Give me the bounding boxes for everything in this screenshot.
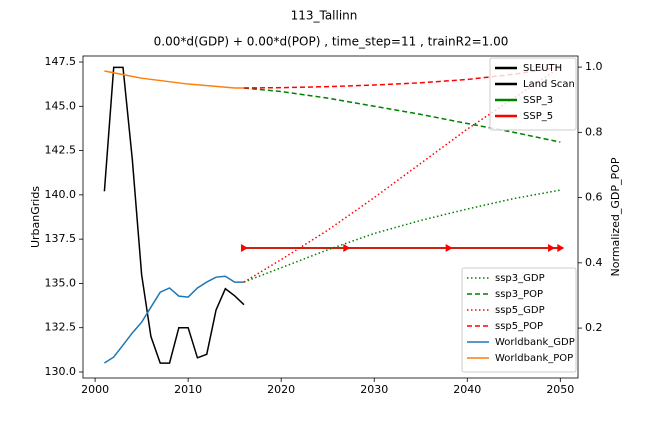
series-marker (557, 243, 565, 252)
legend-box (489, 57, 577, 131)
series-line (243, 66, 561, 89)
series-marker (548, 243, 556, 252)
series-marker (343, 243, 351, 252)
legend-label: ssp3_GDP (495, 273, 545, 284)
y-tick-label: 145.0 (45, 99, 77, 112)
y2-tick-label: 0.8 (585, 125, 603, 138)
legend-box (461, 267, 577, 373)
y-tick-label: 130.0 (45, 365, 77, 378)
y2-tick-label: 1.0 (585, 60, 603, 73)
y-tick-label: 135.0 (45, 276, 77, 289)
y2-axis-label: Normalized_GDP_POP (609, 157, 622, 276)
legend-label: ssp3_POP (495, 289, 543, 300)
x-tick-label: 2020 (267, 383, 295, 396)
series-line (104, 70, 244, 89)
x-tick-label: 2030 (360, 383, 388, 396)
y-axis-label: UrbanGrids (29, 186, 42, 248)
x-tick-label: 2050 (546, 383, 574, 396)
chart-subtitle: 0.00*d(GDP) + 0.00*d(POP) , time_step=11… (154, 35, 509, 49)
chart-title: 113_Tallinn (291, 9, 358, 23)
legend-label: Worldbank_POP (495, 353, 573, 364)
legend-label: ssp5_POP (495, 321, 543, 332)
y2-tick-label: 0.2 (585, 321, 603, 334)
y-tick-label: 142.5 (45, 144, 77, 157)
y-tick-label: 140.0 (45, 188, 77, 201)
y2-tick-label: 0.4 (585, 256, 603, 269)
legend-label: SLEUTH (523, 63, 562, 74)
series-marker (445, 243, 453, 252)
x-tick-label: 2040 (453, 383, 481, 396)
series-line (243, 87, 561, 143)
legend-label: ssp5_GDP (495, 305, 545, 316)
legend-label: Worldbank_GDP (495, 337, 575, 348)
x-tick-label: 2000 (81, 383, 109, 396)
legend-label: SSP_3 (523, 95, 553, 106)
series-line (103, 66, 245, 364)
x-tick-label: 2010 (174, 383, 202, 396)
series-line (243, 189, 561, 283)
series-line (103, 275, 244, 364)
axes-frame (82, 55, 579, 379)
legend-label: Land Scan (523, 79, 575, 90)
y-tick-label: 137.5 (45, 232, 77, 245)
y-tick-label: 132.5 (45, 321, 77, 334)
series-marker (240, 243, 248, 252)
y2-tick-label: 0.6 (585, 191, 603, 204)
legend-label: SSP_5 (523, 111, 553, 122)
y-tick-label: 147.5 (45, 55, 77, 68)
